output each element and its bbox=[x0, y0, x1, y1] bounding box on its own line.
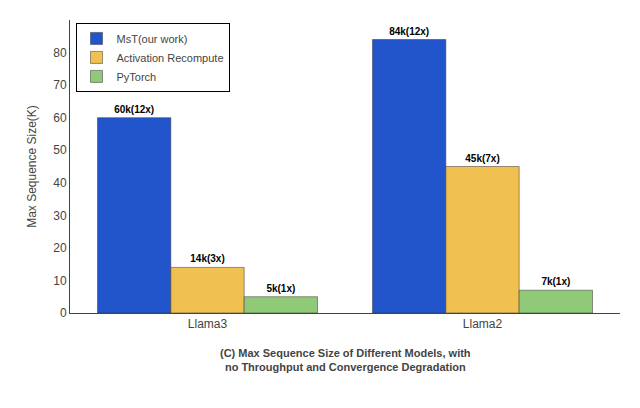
svg-text:60k(12x): 60k(12x) bbox=[114, 104, 154, 115]
svg-text:50: 50 bbox=[53, 143, 67, 157]
svg-text:Llama2: Llama2 bbox=[463, 317, 503, 331]
svg-text:(C) Max Sequence Size of Diffe: (C) Max Sequence Size of Different Model… bbox=[220, 347, 471, 373]
svg-text:40: 40 bbox=[53, 176, 67, 190]
svg-text:84k(12x): 84k(12x) bbox=[389, 26, 429, 37]
svg-text:Activation Recompute: Activation Recompute bbox=[117, 52, 224, 64]
svg-text:10: 10 bbox=[53, 274, 67, 288]
svg-text:MsT(our work): MsT(our work) bbox=[117, 33, 188, 45]
svg-text:30: 30 bbox=[53, 209, 67, 223]
svg-text:PyTorch: PyTorch bbox=[117, 71, 157, 83]
svg-text:5k(1x): 5k(1x) bbox=[266, 283, 295, 294]
svg-text:45k(7x): 45k(7x) bbox=[465, 153, 499, 164]
svg-text:80: 80 bbox=[53, 46, 67, 60]
svg-text:Max Sequence Size(K): Max Sequence Size(K) bbox=[25, 105, 39, 228]
svg-text:7k(1x): 7k(1x) bbox=[541, 276, 570, 287]
svg-text:70: 70 bbox=[53, 78, 67, 92]
svg-text:Llama3: Llama3 bbox=[188, 317, 228, 331]
svg-text:60: 60 bbox=[53, 111, 67, 125]
svg-text:20: 20 bbox=[53, 241, 67, 255]
svg-text:14k(3x): 14k(3x) bbox=[190, 253, 224, 264]
svg-text:0: 0 bbox=[60, 306, 67, 320]
